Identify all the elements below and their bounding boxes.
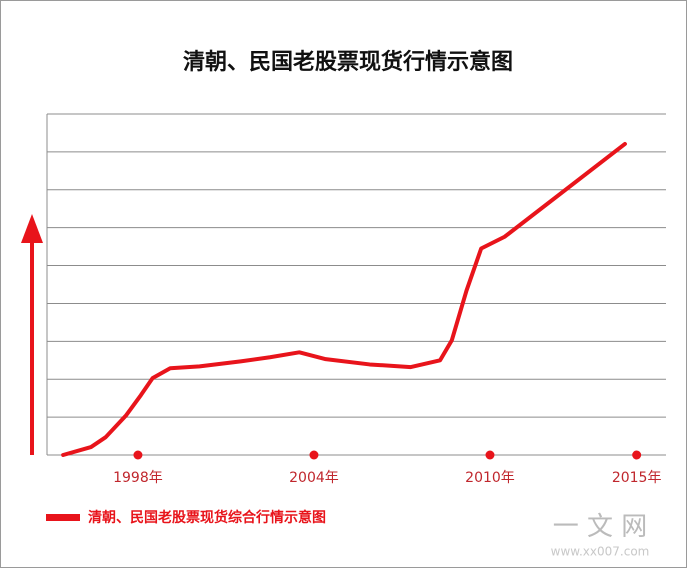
x-tick-dot [133,450,143,460]
legend-swatch [46,514,80,521]
watermark-url: www.xx007.com [551,545,650,559]
chart-title: 清朝、民国老股票现货行情示意图 [183,49,513,75]
series-line [61,141,627,457]
x-tick-dot [309,450,319,460]
x-tick-dot [485,450,495,460]
legend-label: 清朝、民国老股票现货综合行情示意图 [88,509,326,526]
x-tick-label: 1998年 [113,470,163,486]
x-tick-label: 2015年 [612,470,662,486]
arrow-head [21,214,43,243]
x-tick-label: 2004年 [289,470,339,486]
x-tick-dot [632,450,642,460]
watermark-brand: 一 文 网 [553,512,648,542]
x-tick-label: 2010年 [465,470,515,486]
